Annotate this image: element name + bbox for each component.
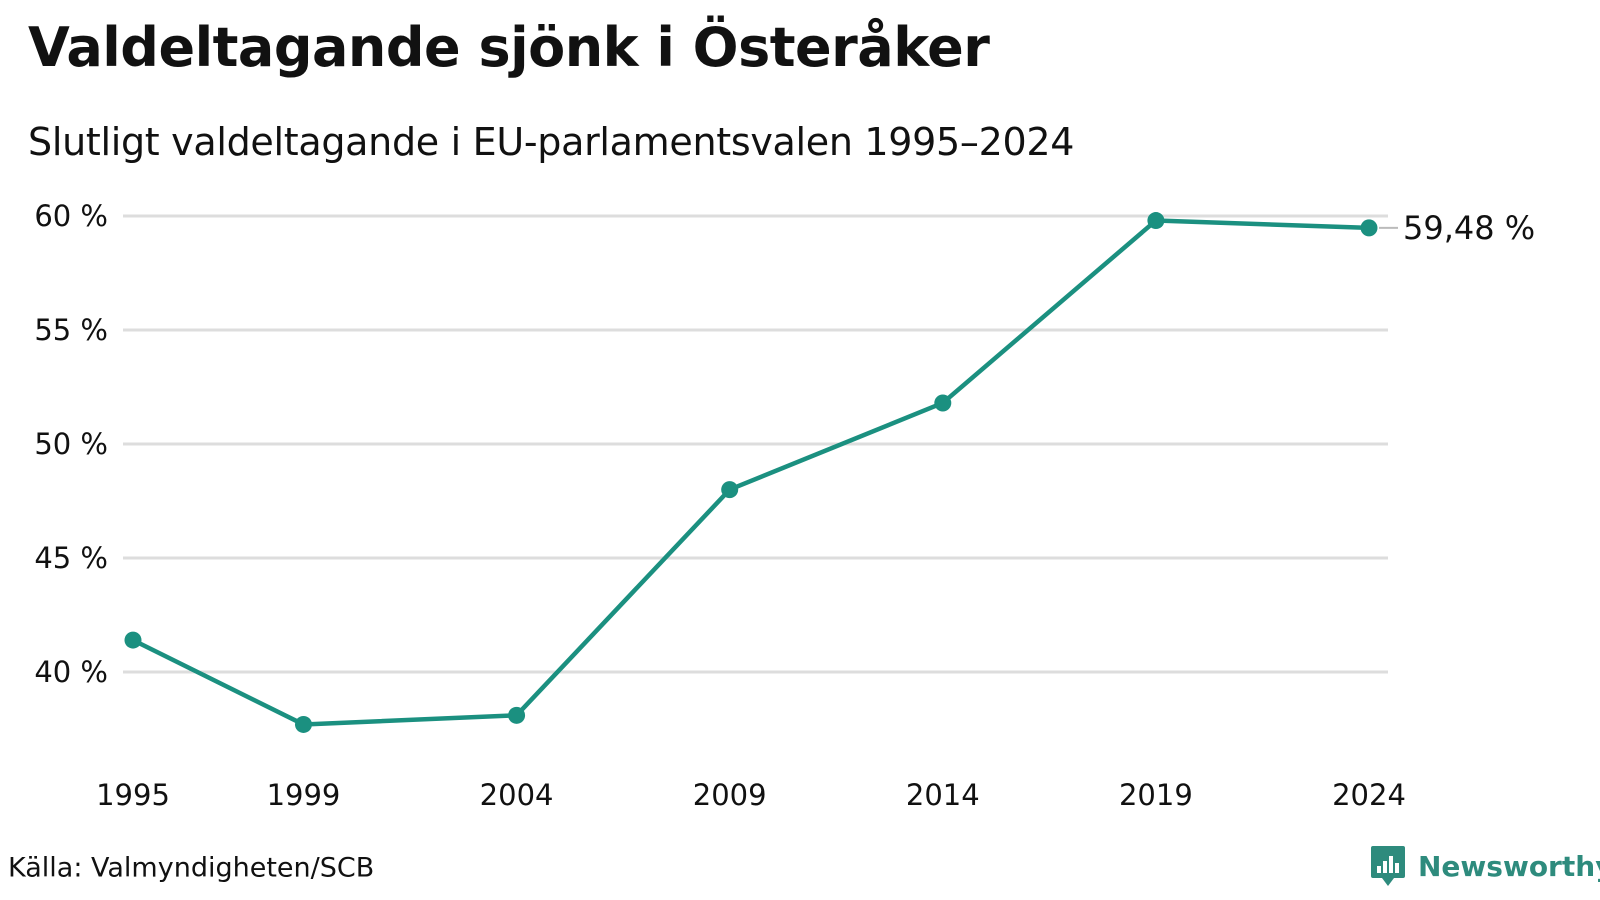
y-tick-label: 50 % bbox=[34, 427, 108, 461]
end-value-label: 59,48 % bbox=[1403, 209, 1535, 247]
x-tick-label: 1999 bbox=[267, 778, 341, 812]
newsworthy-logo-icon bbox=[1371, 846, 1405, 886]
data-point bbox=[124, 631, 142, 649]
data-point bbox=[1147, 212, 1165, 230]
data-point bbox=[294, 715, 312, 733]
data-point bbox=[934, 394, 952, 412]
brand-logo: Newsworthy bbox=[1370, 844, 1600, 888]
chart-title: Valdeltagande sjönk i Österåker bbox=[28, 16, 990, 79]
y-tick-label: 60 % bbox=[34, 199, 108, 233]
data-point bbox=[508, 706, 526, 724]
y-tick-label: 40 % bbox=[34, 655, 108, 689]
x-tick-label: 2024 bbox=[1332, 778, 1406, 812]
x-tick-label: 2019 bbox=[1119, 778, 1193, 812]
end-label-group: 59,48 % bbox=[1379, 209, 1535, 247]
x-tick-label: 2014 bbox=[906, 778, 980, 812]
x-tick-label: 2009 bbox=[693, 778, 767, 812]
y-axis-ticks: 40 % 45 % 50 % 55 % 60 % bbox=[34, 199, 108, 689]
x-tick-label: 2004 bbox=[480, 778, 554, 812]
data-point bbox=[1360, 219, 1378, 237]
y-tick-label: 45 % bbox=[34, 541, 108, 575]
x-axis-ticks: 1995 1999 2004 2009 2014 2019 2024 bbox=[96, 778, 1406, 812]
series-line bbox=[130, 218, 1372, 727]
data-point bbox=[721, 481, 739, 499]
y-tick-label: 55 % bbox=[34, 313, 108, 347]
x-tick-label: 1995 bbox=[96, 778, 170, 812]
source-note: Källa: Valmyndigheten/SCB bbox=[8, 852, 375, 884]
gridlines bbox=[123, 214, 1388, 674]
series bbox=[124, 212, 1378, 733]
chart-subtitle: Slutligt valdeltagande i EU-parlamentsva… bbox=[28, 120, 1075, 164]
brand-name: Newsworthy bbox=[1418, 849, 1600, 883]
